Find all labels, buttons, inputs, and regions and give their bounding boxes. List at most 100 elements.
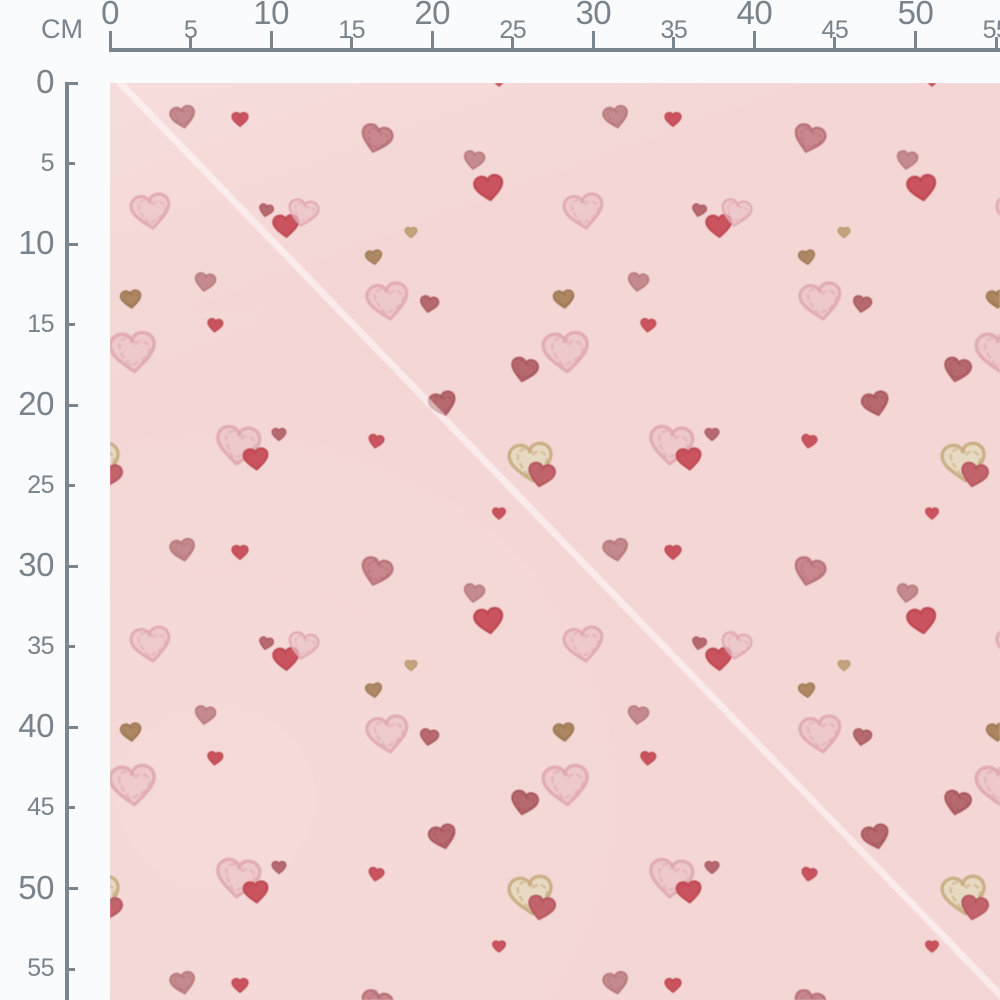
- heart-motif: [944, 789, 973, 816]
- heart-motif: [420, 295, 440, 313]
- heart-motif: [207, 751, 224, 766]
- heart-motif: [110, 330, 156, 374]
- top-ruler-tick: [752, 31, 756, 52]
- heart-motif: [853, 728, 873, 746]
- heart-motif: [365, 281, 409, 321]
- left-ruler-label: 0: [36, 63, 54, 100]
- left-ruler-label: 10: [18, 224, 54, 262]
- heart-motif: [896, 583, 919, 603]
- heart-motif: [511, 789, 540, 816]
- heart-motif: [541, 763, 589, 807]
- left-ruler-tick: [65, 323, 75, 327]
- heart-motif: [364, 249, 383, 265]
- heart-motif: [494, 83, 504, 87]
- heart-motif: [602, 970, 628, 995]
- left-ruler-label: 15: [27, 309, 54, 338]
- heart-motif: [169, 970, 195, 995]
- heart-motif: [552, 722, 575, 742]
- top-ruler-line: [110, 48, 1000, 52]
- heart-motif: [704, 860, 720, 875]
- top-ruler-label: 45: [821, 16, 849, 44]
- left-ruler-label: 40: [18, 707, 54, 745]
- heart-motif: [368, 866, 385, 882]
- heart-motif: [473, 606, 504, 635]
- heart-motif: [675, 880, 702, 904]
- heart-motif: [110, 441, 120, 483]
- heart-motif: [528, 894, 557, 921]
- top-ruler-label: 55: [982, 16, 1000, 44]
- heart-motif: [541, 330, 589, 374]
- heart-motif: [801, 866, 818, 882]
- left-ruler-tick: [65, 484, 75, 488]
- heart-motif: [721, 198, 753, 227]
- heart-motif: [906, 606, 937, 635]
- heart-motif: [924, 507, 940, 520]
- heart-motif: [110, 894, 124, 921]
- heart-motif: [602, 104, 628, 129]
- heart-motif: [194, 272, 217, 292]
- heart-motif: [627, 705, 650, 725]
- top-ruler-tick: [672, 37, 676, 52]
- heart-motif: [860, 823, 889, 850]
- heart-motif: [365, 714, 409, 754]
- top-ruler-label: 5: [183, 16, 198, 44]
- heart-motif: [896, 150, 919, 170]
- top-ruler-tick: [833, 37, 837, 52]
- heart-motif: [288, 198, 320, 227]
- top-ruler-tick: [914, 31, 917, 52]
- heart-motif: [119, 289, 142, 309]
- left-ruler-label: 35: [27, 631, 54, 660]
- top-ruler-tick: [511, 37, 515, 52]
- heart-motif: [110, 874, 120, 916]
- heart-motif: [640, 318, 657, 333]
- heart-motif: [463, 583, 486, 603]
- heart-motif: [801, 433, 818, 449]
- left-ruler-label: 5: [40, 148, 55, 177]
- heart-motif: [602, 537, 628, 562]
- top-ruler-tick: [189, 37, 193, 52]
- top-ruler-tick: [591, 31, 595, 52]
- heart-motif: [463, 150, 486, 170]
- top-ruler-label: 30: [575, 0, 612, 31]
- left-ruler-tick: [65, 725, 78, 729]
- heart-motif: [129, 192, 171, 230]
- heart-motif: [271, 427, 287, 442]
- heart-motif: [552, 289, 575, 309]
- heart-motif: [364, 682, 383, 698]
- top-ruler-label: 40: [736, 0, 773, 31]
- heart-motif: [404, 226, 418, 239]
- left-ruler-label: 20: [18, 385, 54, 423]
- heart-motif: [288, 631, 320, 660]
- heart-motif: [794, 123, 827, 153]
- fabric-pattern-svg: [110, 83, 1000, 1000]
- heart-motif: [110, 461, 124, 488]
- heart-motif: [640, 751, 657, 766]
- heart-motif: [119, 722, 142, 742]
- heart-motif: [231, 111, 249, 128]
- heart-motif: [427, 823, 456, 850]
- seam-line: [116, 83, 1000, 1000]
- heart-motif: [985, 289, 1000, 309]
- left-ruler-tick: [65, 806, 75, 810]
- top-ruler-label: 25: [499, 16, 527, 44]
- left-ruler-tick: [65, 645, 75, 649]
- heart-motif: [511, 356, 540, 383]
- ruler-unit-label: CM: [41, 14, 83, 44]
- heart-motif: [627, 272, 650, 292]
- left-ruler-label: 45: [27, 792, 54, 821]
- left-ruler-line: [65, 83, 69, 1000]
- heart-motif: [194, 705, 217, 725]
- top-ruler-label: 10: [253, 0, 289, 31]
- left-ruler-label: 55: [27, 954, 54, 983]
- left-ruler-tick: [65, 564, 78, 568]
- top-ruler-tick: [350, 37, 354, 52]
- heart-motif: [207, 318, 224, 333]
- left-ruler-tick: [65, 81, 78, 85]
- heart-motif: [361, 989, 394, 1000]
- top-ruler-label: 15: [338, 16, 366, 44]
- heart-motif: [528, 461, 557, 488]
- fabric-preview[interactable]: [110, 83, 1000, 1000]
- heart-motif: [837, 659, 851, 672]
- heart-motif: [664, 544, 682, 561]
- heart-motif: [562, 192, 604, 230]
